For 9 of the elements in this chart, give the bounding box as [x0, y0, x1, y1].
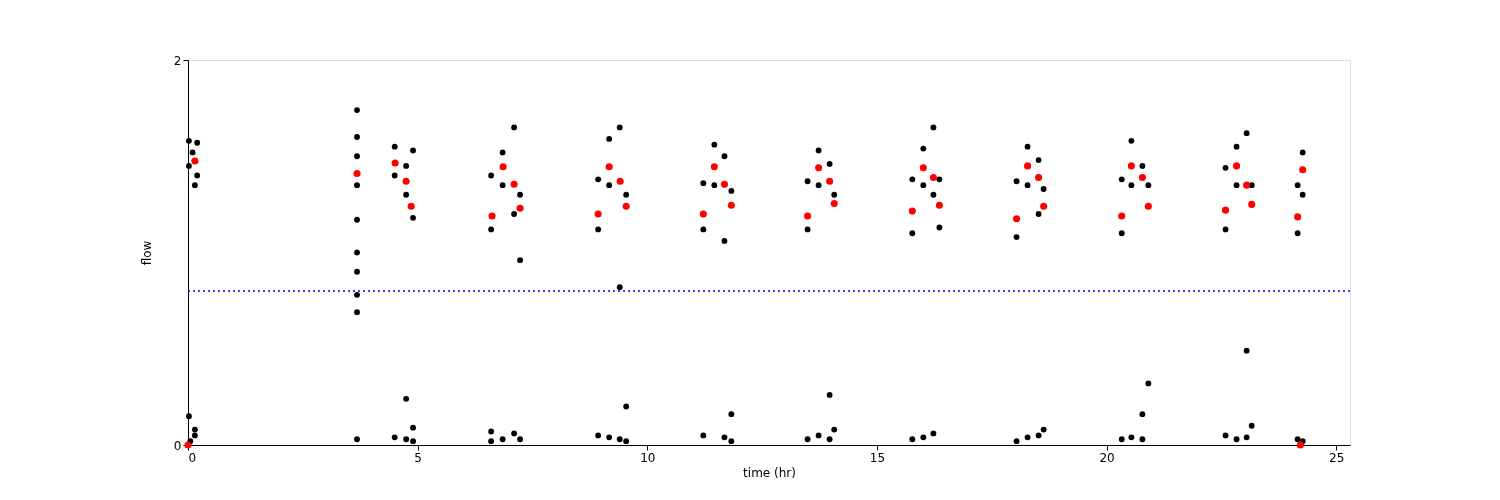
x-tick-label: 25: [1329, 450, 1345, 465]
x-tick-label: 20: [1099, 450, 1115, 465]
x-tick-label: 15: [869, 450, 886, 465]
x-tick-label: 10: [640, 450, 656, 465]
y-axis-title: flow: [139, 240, 154, 266]
y-tick-label: 2: [173, 53, 182, 68]
x-axis-title: time (hr): [743, 465, 796, 480]
x-tick-label: 0: [188, 450, 197, 465]
x-tick-label: 5: [414, 450, 422, 465]
